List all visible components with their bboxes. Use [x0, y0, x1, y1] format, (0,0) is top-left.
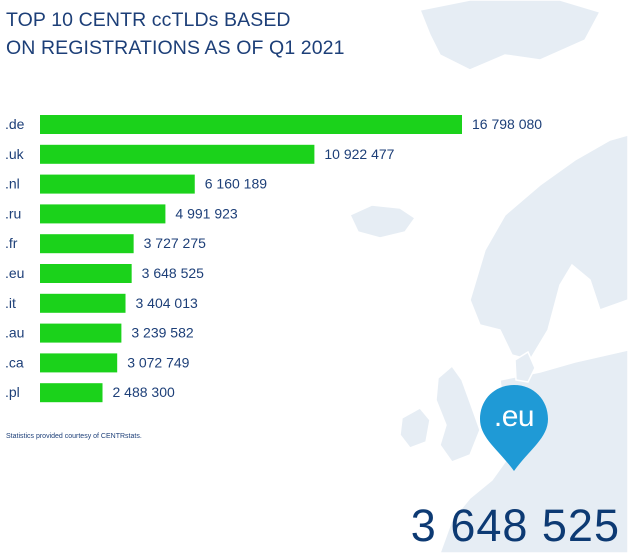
map-scandinavia	[469, 134, 628, 361]
bar	[40, 174, 195, 194]
value-label: 3 072 749	[127, 354, 189, 370]
value-label: 3 239 582	[131, 325, 193, 341]
map-iceland	[348, 204, 417, 239]
chart-title-line-2: ON REGISTRATIONS AS OF Q1 2021	[6, 37, 345, 59]
bar	[40, 115, 462, 134]
map-denmark	[514, 350, 536, 383]
value-label: 2 488 300	[113, 384, 175, 400]
category-label: .uk	[5, 146, 25, 162]
value-label: 3 648 525	[142, 265, 204, 281]
highlight-value: 3 648 525	[410, 500, 620, 551]
category-label: .nl	[5, 176, 20, 192]
bar	[40, 264, 132, 283]
highlight-label: .eu	[493, 400, 535, 433]
map-britain	[435, 364, 481, 463]
value-label: 3 404 013	[136, 295, 198, 311]
map-ireland	[399, 407, 431, 449]
category-label: .ru	[5, 205, 21, 221]
category-label: .fr	[5, 235, 18, 251]
bar	[40, 383, 103, 403]
bar	[40, 353, 118, 373]
bar	[40, 293, 126, 313]
category-label: .it	[5, 295, 16, 311]
value-label: 10 922 477	[324, 146, 394, 162]
category-label: .au	[5, 325, 24, 341]
bar	[40, 144, 315, 164]
value-label: 3 727 275	[144, 235, 206, 251]
category-label: .pl	[5, 384, 20, 400]
bar	[40, 234, 134, 254]
value-label: 16 798 080	[472, 116, 542, 132]
bar	[40, 204, 166, 224]
chart-title-line-1: TOP 10 CENTR ccTLDs BASED	[6, 9, 291, 31]
chart-title: TOP 10 CENTR ccTLDs BASED ON REGISTRATIO…	[6, 6, 345, 62]
category-label: .ca	[5, 354, 24, 370]
source-credit: Statistics provided courtesy of CENTRsta…	[6, 433, 142, 440]
value-label: 6 160 189	[205, 176, 267, 192]
value-label: 4 991 923	[175, 205, 237, 221]
category-label: .eu	[5, 265, 24, 281]
bar	[40, 323, 122, 343]
category-label: .de	[5, 116, 25, 132]
map-pin-icon	[480, 385, 548, 471]
map-landmass-north	[418, 0, 602, 71]
